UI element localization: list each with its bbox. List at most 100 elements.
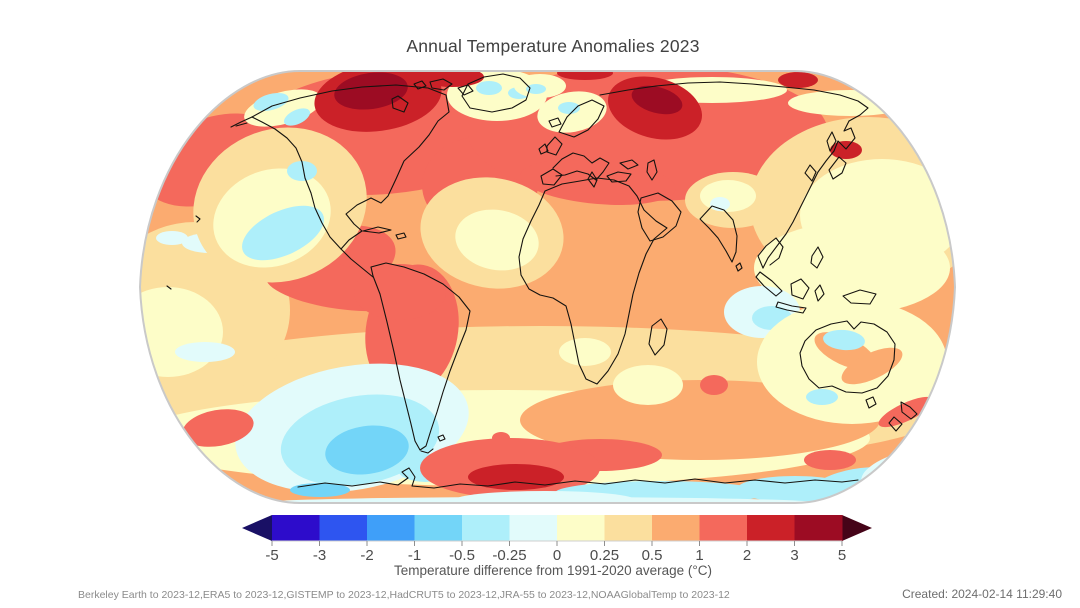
coastline	[413, 80, 427, 90]
anomaly-blob	[325, 425, 409, 475]
created-timestamp: Created: 2024-02-14 11:29:40	[902, 587, 1062, 601]
coastline	[865, 396, 877, 409]
coastline	[888, 416, 903, 432]
anomaly-blob	[631, 85, 683, 115]
colorbar-tick-label: 0.25	[590, 547, 619, 564]
coastline	[457, 84, 474, 96]
coastline	[370, 262, 471, 451]
anomaly-blob	[260, 497, 820, 503]
anomaly-blob	[468, 464, 564, 490]
coastline	[552, 152, 610, 181]
colorbar-tick-label: 3	[790, 547, 798, 564]
coastline	[297, 467, 859, 489]
coastline	[804, 164, 817, 182]
coastline	[828, 156, 847, 180]
anomaly-blob	[841, 347, 903, 385]
colorbar-segment	[319, 515, 368, 541]
colorbar-tick-label: 1	[695, 547, 703, 564]
colorbar-axis-label: Temperature difference from 1991-2020 av…	[393, 563, 713, 578]
anomaly-blob	[334, 72, 408, 110]
colorbar-segment	[557, 515, 605, 541]
coastline	[637, 192, 682, 242]
colorbar-segment	[367, 515, 415, 541]
colorbar-segment	[652, 515, 700, 541]
coastline	[395, 232, 407, 240]
anomaly-blob	[156, 231, 188, 245]
chart-title: Annual Temperature Anomalies 2023	[406, 36, 700, 56]
coastline	[755, 271, 783, 297]
coastline	[420, 448, 434, 454]
coastline	[437, 434, 446, 442]
coastline	[775, 301, 807, 314]
colorbar-tick-label: 5	[838, 547, 846, 564]
coastline	[235, 122, 248, 127]
anomaly-blob	[557, 71, 613, 80]
colorbar-over-arrow	[842, 515, 872, 541]
anomaly-blob	[182, 409, 254, 447]
globe-rim	[138, 70, 957, 504]
anomaly-blob	[476, 81, 502, 95]
coastline	[833, 120, 856, 152]
coastline	[606, 171, 632, 183]
colorbar-segment	[462, 515, 510, 541]
colorbar-tick-label: -0.5	[449, 547, 475, 564]
coastline	[599, 81, 869, 122]
anomaly-blob	[140, 287, 223, 377]
anomaly-blob	[283, 108, 311, 126]
coastline	[251, 116, 342, 250]
anomaly-blob	[287, 161, 317, 181]
anomaly-blob	[804, 450, 856, 470]
coastline	[230, 116, 253, 128]
anomaly-blob	[520, 159, 676, 205]
coastline	[251, 84, 450, 278]
coastline	[538, 143, 549, 155]
colorbar-segment	[794, 515, 843, 541]
colorbar-tick-label: -1	[408, 547, 421, 564]
anomaly-blob	[253, 92, 289, 112]
coastline	[587, 171, 598, 188]
colorbar-tick-label: 0	[553, 547, 561, 564]
coastline	[558, 99, 605, 138]
coastlines	[166, 73, 918, 489]
colorbar-segment	[509, 515, 558, 541]
colorbar-segment	[272, 515, 320, 541]
anomaly-blob	[778, 72, 818, 88]
anomaly-blob	[830, 141, 862, 159]
coastline	[540, 168, 563, 186]
coastline	[699, 205, 738, 263]
colorbar: -5 -3 -2 -1 -0.5 -0.25 0 0.25 0.5 1 2 3 5	[242, 515, 872, 564]
coastline	[362, 226, 392, 234]
anomaly-blob	[788, 90, 912, 116]
anomaly-blob	[354, 264, 446, 320]
anomaly-blob	[175, 342, 235, 362]
colorbar-segment	[604, 515, 653, 541]
data-sources-text: Berkeley Earth to 2023-12,ERA5 to 2023-1…	[78, 589, 730, 601]
anomaly-blob	[754, 222, 950, 314]
coastline	[461, 73, 531, 113]
anomaly-blob	[242, 205, 324, 261]
colorbar-segment	[747, 515, 795, 541]
coastline	[648, 318, 668, 356]
coastline	[429, 78, 453, 91]
anomaly-blob	[455, 209, 539, 271]
coastline	[391, 95, 409, 113]
colorbar-under-arrow	[242, 515, 272, 541]
anomaly-blob	[559, 338, 611, 366]
colorbar-tick-label: 0.5	[642, 547, 663, 564]
anomaly-blob	[526, 84, 546, 94]
coastline	[826, 131, 837, 152]
coastline	[619, 159, 639, 170]
coastline	[814, 284, 825, 302]
anomaly-blob	[823, 329, 865, 351]
coastline	[757, 237, 784, 269]
colorbar-tick-label: 2	[743, 547, 751, 564]
colorbar-tick-label: -2	[360, 547, 373, 564]
coastline	[762, 150, 835, 269]
coastline	[799, 320, 896, 394]
anomaly-blob	[700, 375, 728, 395]
coastline	[735, 262, 743, 272]
coastline	[646, 159, 658, 181]
colorbar-tick-label: -5	[265, 547, 278, 564]
